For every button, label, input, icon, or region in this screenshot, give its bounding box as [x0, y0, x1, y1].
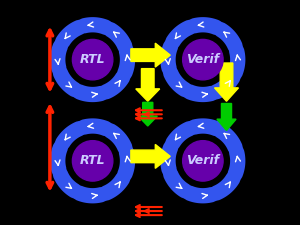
Circle shape: [183, 39, 223, 80]
Text: Verif: Verif: [186, 53, 219, 66]
Text: Verif: Verif: [186, 154, 219, 167]
FancyArrow shape: [138, 102, 157, 126]
FancyArrow shape: [217, 104, 236, 130]
FancyArrow shape: [131, 144, 170, 168]
Text: RTL: RTL: [80, 154, 105, 167]
Text: RTL: RTL: [80, 53, 105, 66]
FancyArrow shape: [214, 63, 239, 101]
Circle shape: [183, 141, 223, 181]
FancyArrow shape: [131, 43, 170, 67]
FancyArrow shape: [136, 69, 160, 101]
Circle shape: [72, 39, 113, 80]
Circle shape: [72, 141, 113, 181]
